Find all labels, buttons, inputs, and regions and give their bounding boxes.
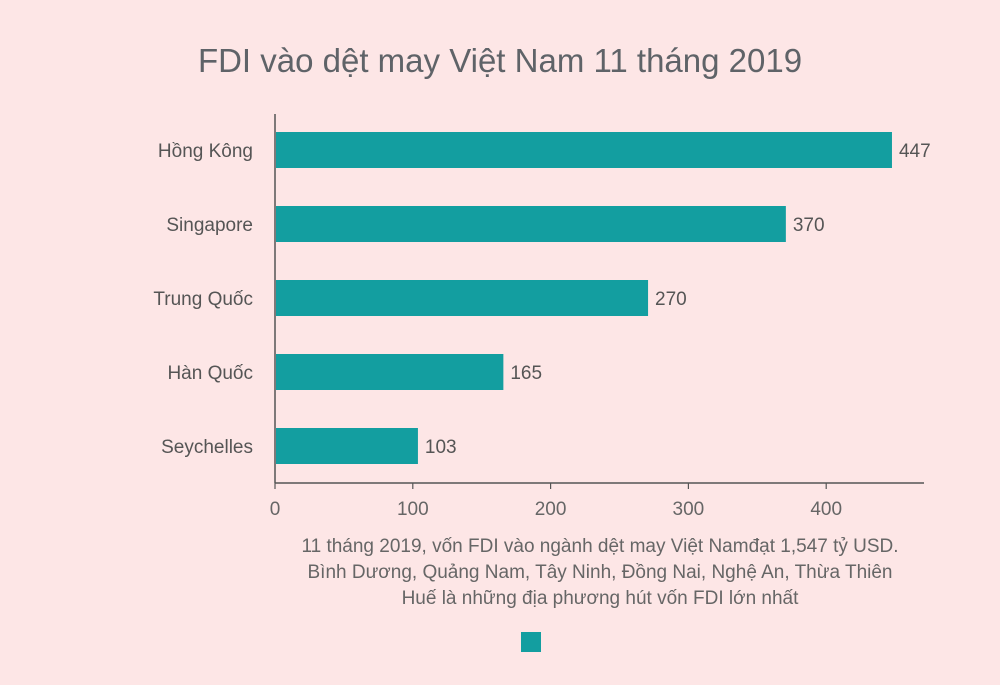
chart-title: FDI vào dệt may Việt Nam 11 tháng 2019: [197, 42, 803, 79]
category-label: Singapore: [166, 215, 253, 236]
data-label: 370: [793, 215, 825, 236]
caption-line-2: Bình Dương, Quảng Nam, Tây Ninh, Đồng Na…: [307, 562, 893, 583]
data-label: 165: [510, 363, 542, 384]
caption-line-1: 11 tháng 2019, vốn FDI vào ngành dệt may…: [301, 536, 899, 557]
bar: [276, 428, 418, 464]
category-label: Hồng Kông: [158, 141, 253, 162]
x-tick-label: 400: [810, 499, 842, 520]
data-label: 447: [899, 141, 931, 162]
caption-line-3: Huế là những địa phương hút vốn FDI lớn …: [401, 588, 799, 609]
bar: [276, 354, 504, 390]
bar: [276, 280, 649, 316]
bar: [276, 132, 892, 168]
x-tick-label: 0: [270, 499, 281, 520]
x-tick-label: 100: [397, 499, 429, 520]
x-tick-label: 200: [535, 499, 567, 520]
bar: [276, 206, 786, 242]
category-label: Seychelles: [161, 437, 253, 458]
x-tick-label: 300: [673, 499, 705, 520]
data-label: 270: [655, 289, 687, 310]
category-label: Trung Quốc: [153, 289, 253, 310]
chart-caption: 11 tháng 2019, vốn FDI vào ngành dệt may…: [250, 534, 950, 612]
data-label: 103: [425, 437, 457, 458]
category-label: Hàn Quốc: [167, 363, 253, 384]
legend-swatch: [521, 632, 541, 652]
